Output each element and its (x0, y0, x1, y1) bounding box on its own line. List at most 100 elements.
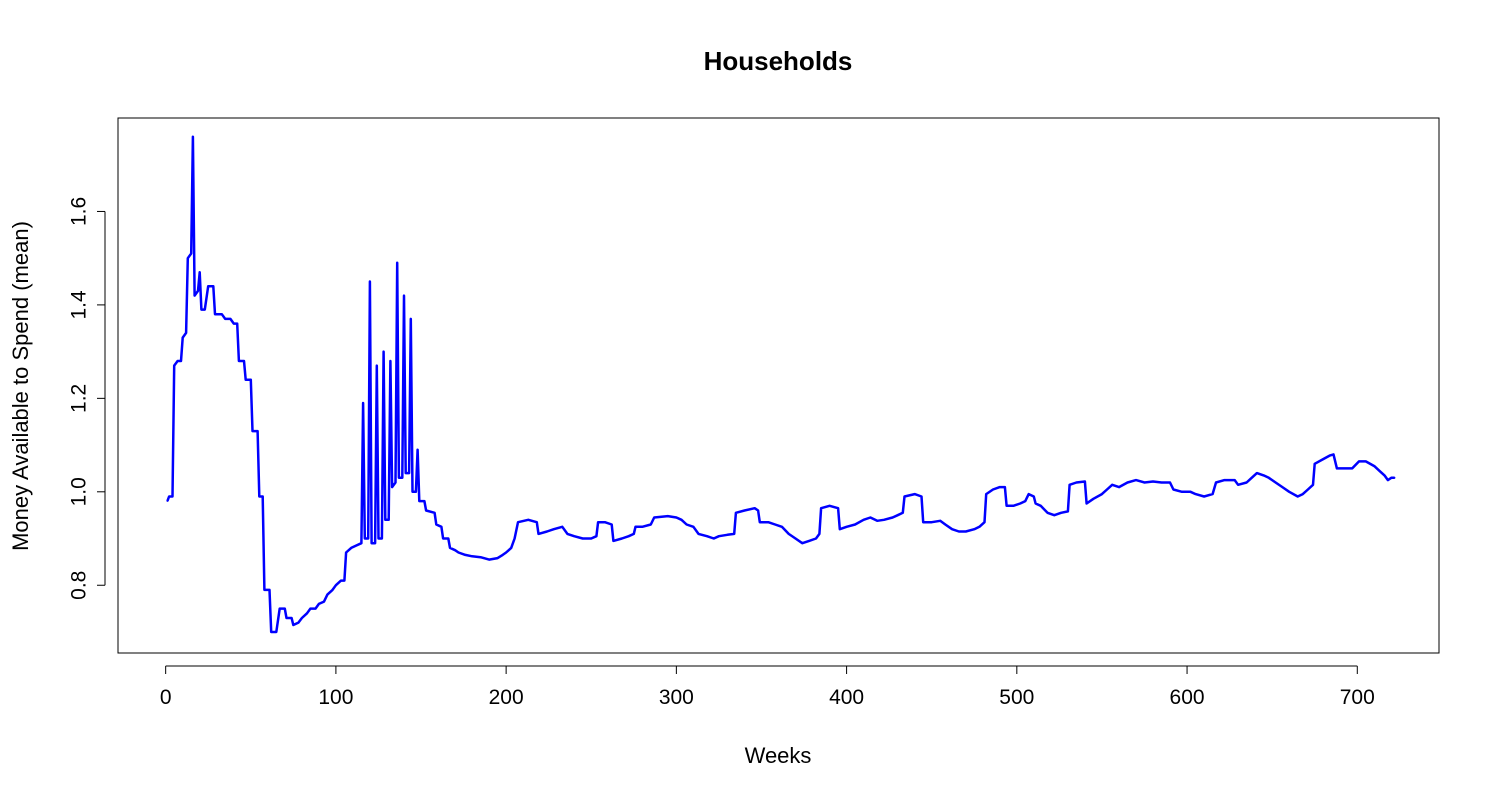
data-point (377, 537, 380, 540)
data-point (999, 486, 1001, 488)
data-point (331, 589, 334, 591)
x-tick-label: 200 (489, 686, 524, 709)
data-point (185, 332, 187, 334)
data-point (973, 528, 976, 530)
data-point (190, 252, 192, 255)
data-point (787, 533, 790, 535)
data-point (181, 336, 184, 339)
data-point (221, 313, 223, 316)
data-point (505, 551, 507, 554)
data-point (1160, 481, 1163, 484)
data-point (425, 509, 427, 512)
x-tick-label: 500 (999, 686, 1034, 709)
data-point (1281, 486, 1284, 488)
data-point (1351, 467, 1353, 470)
data-point (537, 533, 540, 535)
x-tick-label: 300 (659, 686, 694, 709)
data-point (464, 554, 467, 556)
data-point (706, 535, 708, 537)
data-point (423, 500, 426, 502)
x-tick-label: 700 (1340, 686, 1375, 709)
data-point (1027, 493, 1030, 495)
data-point (595, 535, 598, 537)
data-point (781, 526, 783, 528)
data-point (896, 514, 899, 516)
data-point (759, 521, 761, 523)
data-point (1393, 477, 1396, 479)
data-point (411, 491, 414, 493)
data-point (389, 360, 392, 362)
data-point (1169, 481, 1171, 484)
data-point (1342, 467, 1345, 470)
data-point (442, 537, 444, 540)
data-point (1034, 502, 1037, 505)
data-point (297, 621, 300, 624)
data-point (387, 519, 390, 521)
data-point (374, 542, 376, 544)
data-point (1143, 481, 1146, 484)
data-point (238, 360, 240, 362)
data-point (845, 526, 848, 528)
data-point (398, 477, 400, 479)
data-point (214, 313, 216, 316)
data-point (1126, 481, 1129, 484)
data-point (217, 313, 220, 316)
data-point (685, 523, 688, 526)
data-point (1046, 512, 1049, 514)
y-tick-label: 1.4 (68, 290, 91, 320)
data-point (566, 533, 569, 535)
data-point (1302, 493, 1304, 495)
data-point (173, 364, 175, 367)
data-point (757, 509, 759, 512)
data-point (1336, 467, 1338, 470)
data-point (200, 308, 203, 311)
series-group (166, 135, 1396, 634)
data-point (401, 477, 404, 479)
data-point (828, 505, 831, 507)
data-point (922, 521, 924, 523)
data-point (627, 535, 630, 537)
data-point (192, 135, 194, 138)
x-tick-label: 600 (1170, 686, 1205, 709)
data-point (345, 551, 347, 554)
data-point (1245, 481, 1248, 484)
data-point (1378, 470, 1381, 472)
data-point (364, 537, 366, 540)
y-tick-label: 0.8 (68, 571, 91, 600)
data-point (207, 285, 209, 288)
x-axis-title: Weeks (745, 743, 812, 768)
data-point (391, 486, 393, 488)
data-point (233, 322, 235, 325)
data-point (1181, 491, 1183, 493)
y-axis: 0.8 1.0 1.2 1.4 1.6 (68, 197, 106, 600)
data-point (1268, 477, 1270, 479)
data-point (268, 589, 271, 591)
data-point (1189, 491, 1192, 493)
data-point (1092, 498, 1095, 500)
data-point (913, 493, 916, 495)
data-point (1135, 479, 1137, 481)
data-point (965, 530, 967, 533)
data-point (869, 516, 872, 519)
data-point (1004, 486, 1006, 488)
data-point (369, 280, 371, 283)
data-point (382, 350, 385, 353)
data-point (301, 617, 303, 619)
data-point (604, 521, 606, 523)
data-point (1383, 474, 1386, 477)
x-tick-label: 100 (318, 686, 353, 709)
y-tick-label: 1.2 (68, 384, 91, 413)
data-point (1012, 505, 1015, 507)
data-point (1387, 479, 1389, 481)
data-point (292, 624, 295, 626)
data-point (224, 318, 226, 320)
data-point (479, 556, 482, 558)
data-point (1118, 486, 1120, 488)
data-point (323, 600, 325, 603)
data-point (1203, 495, 1205, 498)
data-point (314, 607, 317, 610)
data-point (435, 523, 438, 526)
data-point (726, 534, 729, 536)
data-point (546, 530, 548, 533)
